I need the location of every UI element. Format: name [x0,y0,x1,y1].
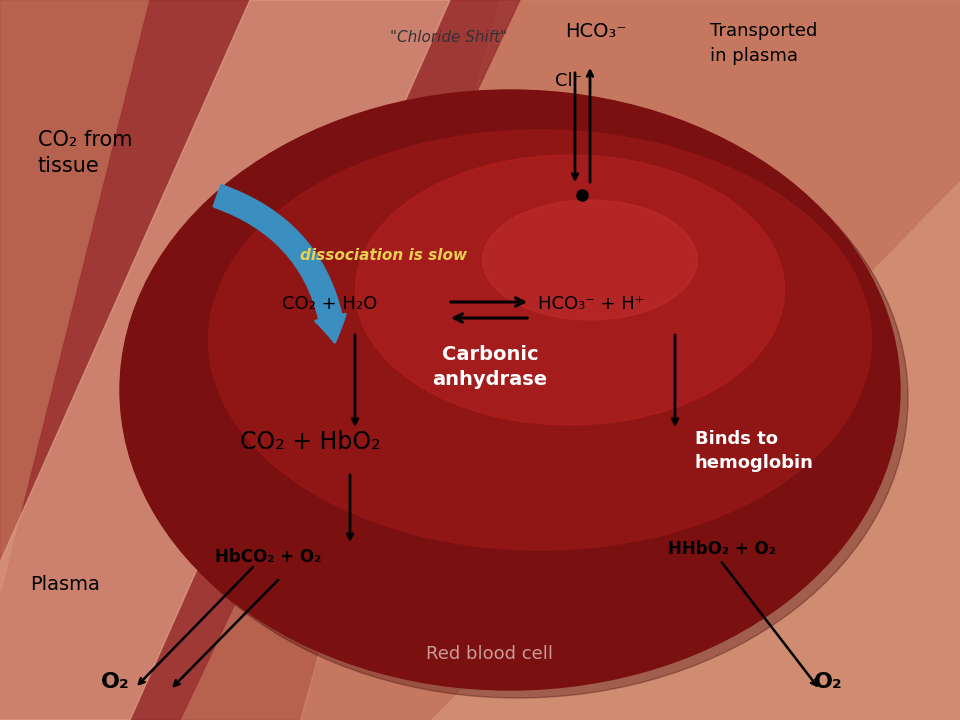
Text: O₂: O₂ [814,672,842,692]
Text: Carbonic
anhydrase: Carbonic anhydrase [432,345,547,389]
Text: HbCO₂ + O₂: HbCO₂ + O₂ [215,548,322,566]
Ellipse shape [208,130,872,550]
Text: O₂: O₂ [101,672,130,692]
Text: Plasma: Plasma [30,575,100,594]
FancyArrowPatch shape [214,186,346,342]
Ellipse shape [355,155,784,425]
Text: CO₂ + H₂O: CO₂ + H₂O [282,295,377,313]
Polygon shape [0,0,450,720]
Text: "Chloride Shift": "Chloride Shift" [390,30,507,45]
Text: HHbO₂ + O₂: HHbO₂ + O₂ [668,540,776,558]
Ellipse shape [120,90,900,690]
Text: HCO₃⁻ + H⁺: HCO₃⁻ + H⁺ [538,295,644,313]
Text: HCO₃⁻: HCO₃⁻ [565,22,627,41]
Polygon shape [300,0,960,720]
Text: Transported
in plasma: Transported in plasma [710,22,817,65]
Text: Red blood cell: Red blood cell [426,645,554,663]
Text: Cl⁻: Cl⁻ [555,72,582,90]
Text: dissociation is slow: dissociation is slow [300,248,468,263]
Text: CO₂ + HbO₂: CO₂ + HbO₂ [240,430,380,454]
Ellipse shape [483,200,697,320]
Polygon shape [0,0,520,720]
Text: Binds to
hemoglobin: Binds to hemoglobin [695,430,814,472]
Ellipse shape [128,98,908,698]
Text: CO₂ from
tissue: CO₂ from tissue [38,130,132,176]
